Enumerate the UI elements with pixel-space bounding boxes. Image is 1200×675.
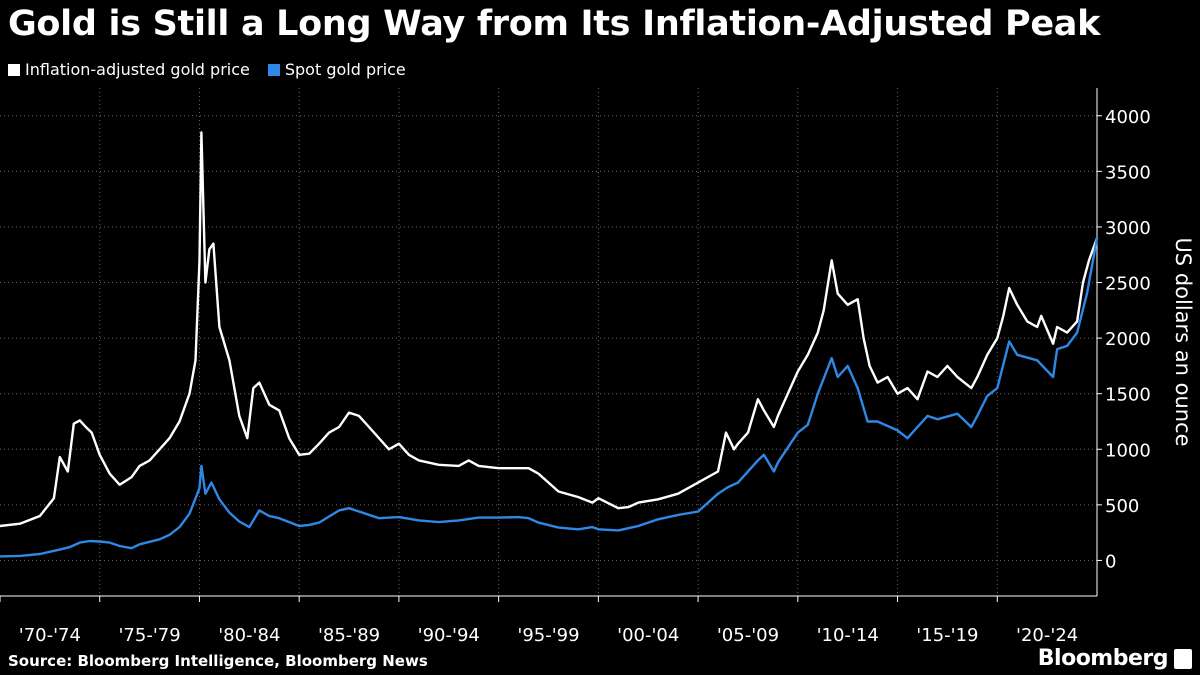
x-axis: '70-'74 '75-'79 '80-'84 '85-'89 '90-'94 '95-'…: [0, 595, 1097, 646]
legend-swatch-inflation-adjusted: [8, 63, 20, 76]
x-tick-label: '85-'89: [318, 625, 380, 646]
y-tick-label: 1000: [1105, 440, 1151, 461]
series-line-inflation-adjusted: [0, 131, 1099, 528]
x-tick-label: '90-'94: [418, 625, 480, 646]
y-tick-label: 3000: [1105, 218, 1151, 239]
y-axis-label: US dollars an ounce: [1171, 237, 1195, 446]
x-tick-label: '05-'09: [717, 625, 779, 646]
series-line-spot: [0, 236, 1099, 558]
y-tick-label: 0: [1105, 551, 1116, 572]
chart-title: Gold is Still a Long Way from Its Inflat…: [8, 4, 1101, 44]
y-tick-label: 2000: [1105, 329, 1151, 350]
source-note: Source: Bloomberg Intelligence, Bloomber…: [8, 652, 428, 670]
legend: Inflation-adjusted gold price Spot gold …: [8, 60, 406, 79]
legend-swatch-spot: [267, 63, 280, 76]
y-tick-label: 500: [1105, 496, 1139, 517]
legend-label-spot: Spot gold price: [284, 60, 406, 79]
x-tick-label: '80-'84: [218, 625, 280, 646]
series-lines: [0, 131, 1099, 558]
bloomberg-mark-icon: [1174, 649, 1192, 669]
legend-item-spot: Spot gold price: [267, 60, 406, 79]
legend-item-inflation-adjusted: Inflation-adjusted gold price: [8, 60, 250, 79]
y-axis: 0 500 1000 1500 2000 2500 3000 3500 4000: [1096, 88, 1151, 596]
y-tick-label: 4000: [1105, 107, 1151, 128]
y-tick-label: 1500: [1105, 385, 1151, 406]
x-tick-label: '10-'14: [817, 625, 879, 646]
x-tick-label: '00-'04: [617, 625, 679, 646]
x-tick-label: '95-'99: [517, 625, 579, 646]
y-tick-label: 2500: [1105, 274, 1151, 295]
x-tick-label: '70-'74: [19, 625, 81, 646]
legend-label-inflation-adjusted: Inflation-adjusted gold price: [25, 60, 250, 79]
x-tick-label: '20-'24: [1016, 625, 1078, 646]
grid: [0, 88, 1097, 596]
x-tick-label: '75-'79: [118, 625, 180, 646]
x-tick-label: '15-'19: [916, 625, 978, 646]
bloomberg-logo: Bloomberg: [1037, 646, 1169, 671]
y-tick-label: 3500: [1105, 162, 1151, 183]
